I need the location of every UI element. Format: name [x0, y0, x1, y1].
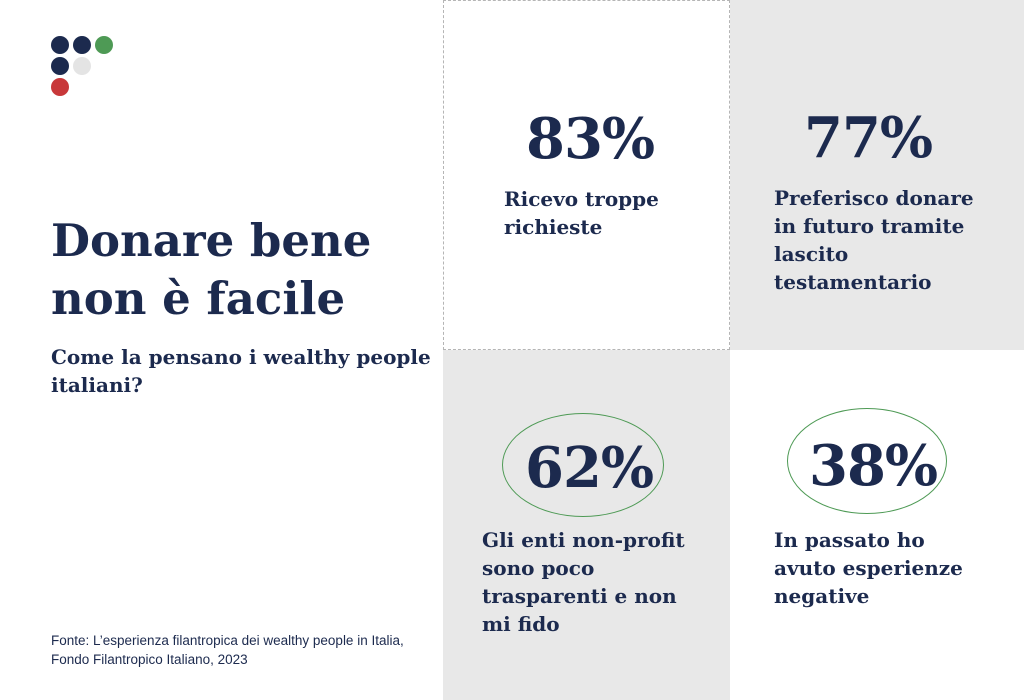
stat-value: 62% [525, 435, 654, 501]
stat-panel: 62% Gli enti non-profit sono poco traspa… [443, 350, 730, 700]
stat-label: Gli enti non-profit sono poco trasparent… [482, 528, 685, 636]
logo-dot [51, 36, 69, 54]
brand-logo [51, 36, 115, 100]
logo-dot [95, 36, 113, 54]
logo-dot [51, 78, 69, 96]
logo-dot [73, 57, 91, 75]
page-title: Donare bene non è facile [51, 214, 372, 325]
source-note: Fonte: L’esperienza filantropica dei wea… [51, 631, 431, 669]
page-subtitle: Come la pensano i wealthy people italian… [51, 345, 431, 397]
stat-value: 38% [809, 433, 938, 499]
stat-value: 83% [526, 106, 655, 172]
stat-panel: 38% In passato ho avuto esperienze negat… [730, 350, 1024, 700]
stat-label: Preferisco donare in futuro tramite lasc… [774, 186, 974, 294]
stat-value: 77% [804, 105, 933, 171]
stat-label: In passato ho avuto esperienze negative [774, 528, 963, 608]
highlight-circle [502, 413, 664, 517]
highlight-circle [787, 408, 947, 514]
logo-dot [73, 36, 91, 54]
stat-panel: 83% Ricevo troppe richieste [443, 0, 730, 350]
source-line: Fonte: L’esperienza filantropica dei wea… [51, 633, 404, 648]
logo-dot [51, 57, 69, 75]
source-line: Fondo Filantropico Italiano, 2023 [51, 652, 248, 667]
stat-panel: 77% Preferisco donare in futuro tramite … [730, 0, 1024, 350]
stat-label: Ricevo troppe richieste [504, 187, 659, 239]
